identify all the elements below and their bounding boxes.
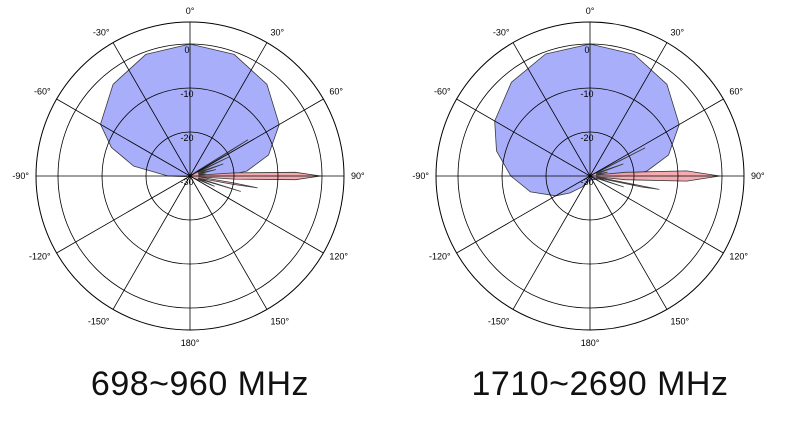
angle-spoke [189, 175, 324, 254]
angle-spoke [189, 175, 268, 310]
band-caption-high: 1710~2690 MHz [471, 365, 729, 403]
angle-tick-label: -120° [29, 252, 51, 262]
angle-tick-label: 0° [586, 6, 595, 16]
angle-spoke [589, 175, 724, 254]
angle-spoke [456, 175, 591, 254]
polar-panel-low-band: 0° 30° 60° 90° 120° 150° 180° -150° -120° -90° -60… [12, 6, 365, 403]
angle-spoke [589, 42, 668, 177]
angle-spoke [112, 175, 191, 310]
angle-tick-label: -150° [88, 316, 110, 326]
angle-spoke [189, 98, 324, 177]
angle-spoke [512, 175, 591, 310]
angle-spoke [112, 42, 191, 177]
radial-tick-label: -30 [180, 177, 193, 187]
angle-tick-label: 90° [351, 171, 365, 181]
angle-tick-label: 90° [751, 171, 765, 181]
angle-tick-label: 0° [186, 6, 195, 16]
angle-tick-label: -60° [434, 87, 451, 97]
angle-tick-label: 30° [271, 28, 285, 38]
angle-spoke [589, 98, 724, 177]
radial-tick-label: -10 [180, 89, 193, 99]
radial-tick-label: -20 [580, 133, 593, 143]
pattern-series-red-0 [189, 139, 322, 192]
angle-spoke [512, 42, 591, 177]
angle-tick-label: 60° [729, 87, 743, 97]
polar-chart-high-band: 0° 30° 60° 90° 120° 150° 180° -150° -120° -90° -60… [412, 6, 765, 348]
angle-tick-label: -30° [493, 28, 510, 38]
angle-tick-label: 150° [671, 316, 690, 326]
angle-tick-label: -120° [429, 252, 451, 262]
pattern-series-blue-1 [494, 43, 680, 197]
angle-spoke [56, 98, 191, 177]
angle-tick-label: -90° [12, 171, 29, 181]
radial-tick-label: -20 [180, 133, 193, 143]
angle-tick-label: -150° [488, 316, 510, 326]
angle-tick-label: 150° [271, 316, 290, 326]
radial-tick-label: -10 [580, 89, 593, 99]
angle-spoke [456, 98, 591, 177]
angle-tick-label: 180° [581, 338, 600, 348]
angle-spoke [189, 42, 268, 177]
angle-spoke [589, 175, 668, 310]
angle-tick-label: 180° [181, 338, 200, 348]
radial-tick-label: -30 [580, 177, 593, 187]
angle-tick-label: 120° [329, 252, 348, 262]
angle-tick-label: 120° [729, 252, 748, 262]
band-caption-low: 698~960 MHz [90, 365, 310, 403]
polar-chart-low-band: 0° 30° 60° 90° 120° 150° 180° -150° -120° -90° -60… [12, 6, 365, 348]
angle-tick-label: -90° [412, 171, 429, 181]
pattern-series-red-1 [589, 147, 721, 190]
radial-tick-label: 0 [584, 45, 589, 55]
angle-tick-label: -30° [93, 28, 110, 38]
radial-tick-label: 0 [184, 45, 189, 55]
angle-tick-label: 30° [671, 28, 685, 38]
angle-tick-label: 60° [329, 87, 343, 97]
angle-tick-label: -60° [34, 87, 51, 97]
angle-spoke [56, 175, 191, 254]
polar-panel-high-band: 0° 30° 60° 90° 120° 150° 180° -150° -120° -90° -60… [400, 0, 800, 423]
